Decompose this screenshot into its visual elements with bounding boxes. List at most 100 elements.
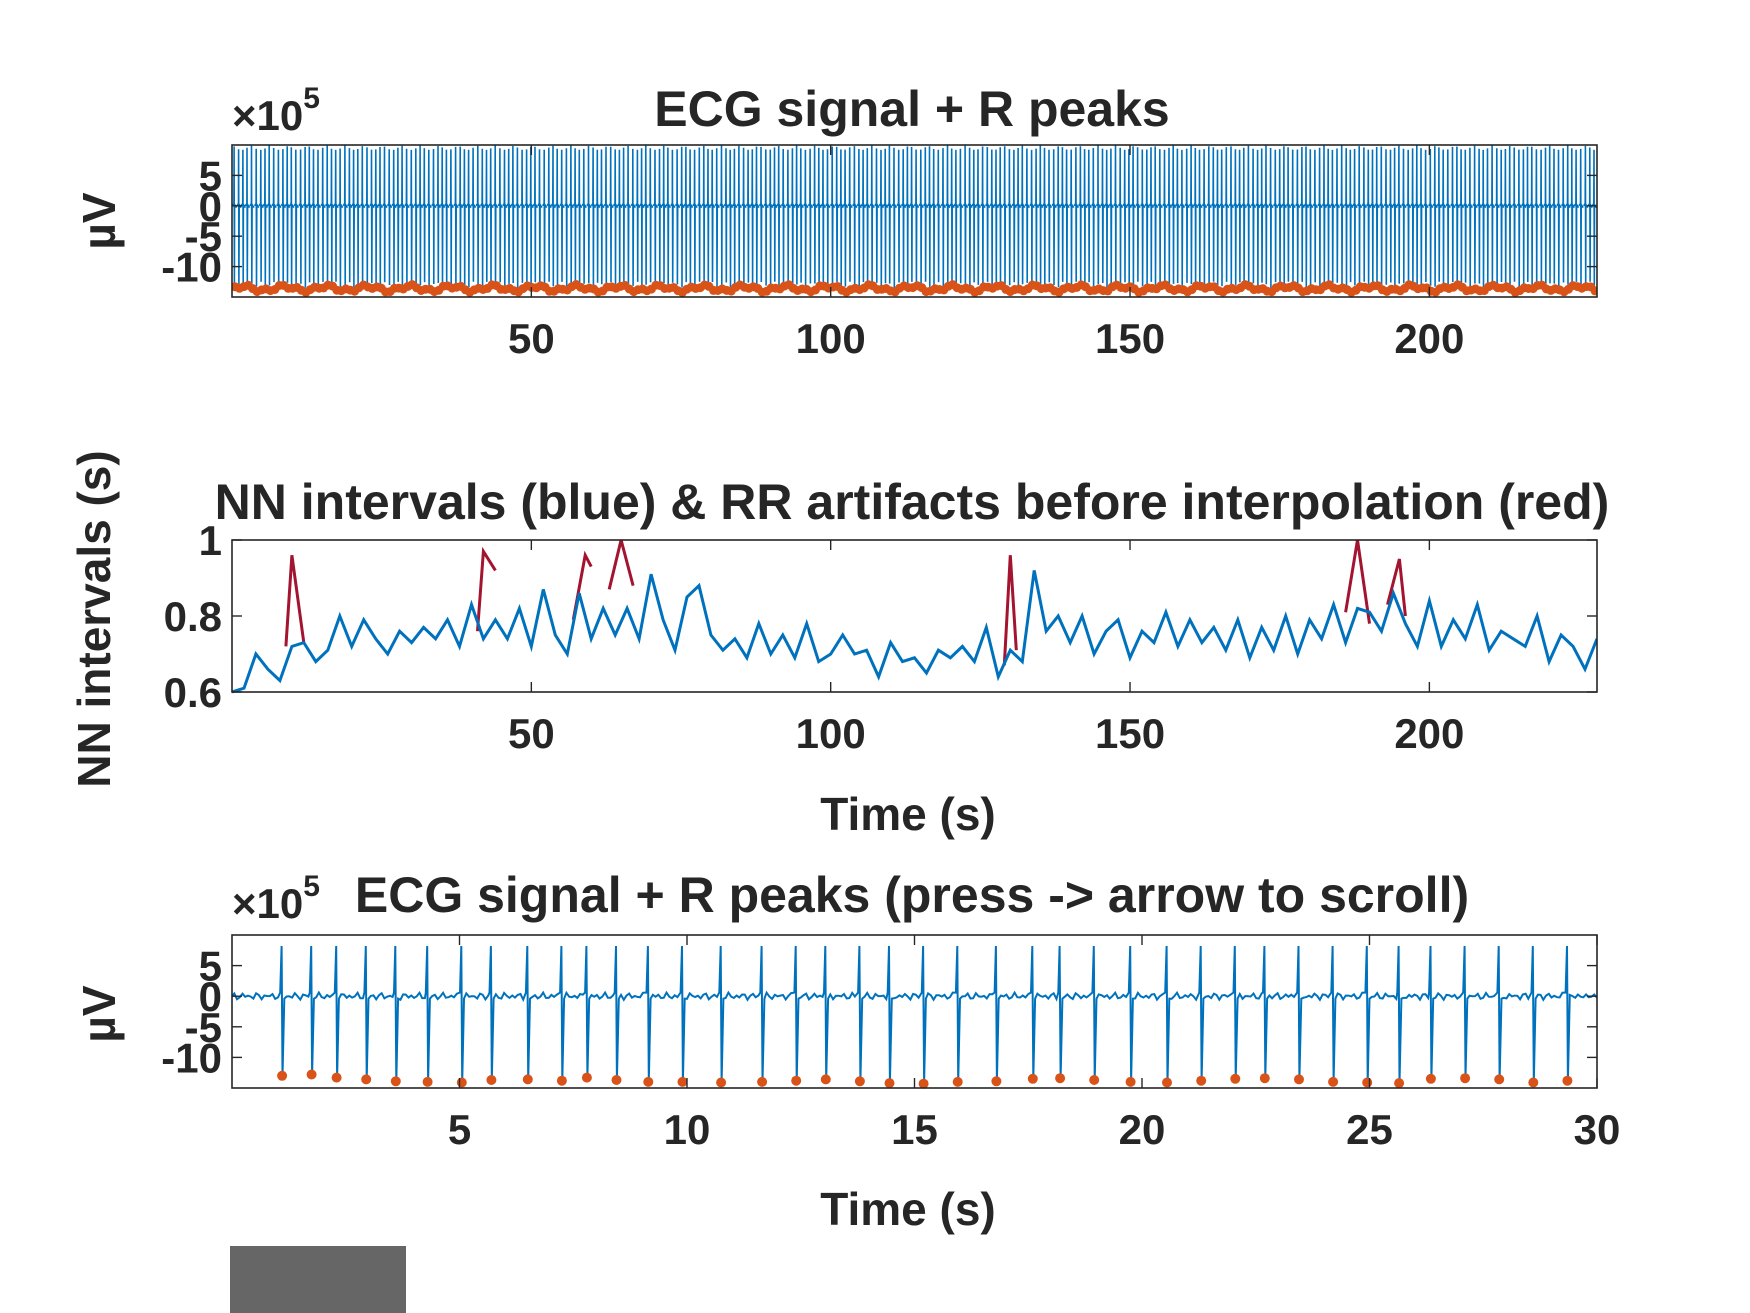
panel3-r-peak-marker (1230, 1073, 1241, 1084)
panel3-r-peak-marker (1125, 1076, 1136, 1087)
panel3-r-peak-marker (884, 1078, 895, 1089)
panel3-r-peak-marker (643, 1076, 654, 1087)
panel3-r-peak-marker (422, 1076, 433, 1087)
panel-ecg-scroll: ×105 ECG signal + R peaks (press -> arro… (73, 867, 1620, 1235)
panel3-r-peak-marker (1328, 1076, 1339, 1087)
panel2-xtick-label: 50 (508, 710, 555, 757)
panel1-ytick-label: 5 (199, 152, 222, 199)
panel3-r-peak-marker (306, 1069, 317, 1080)
panel1-ecg-line (232, 144, 1597, 288)
panel3-r-peak-marker (1460, 1073, 1471, 1084)
panel2-ytick-label: 1 (199, 517, 222, 564)
panel3-xtick-label: 10 (664, 1106, 711, 1153)
panel3-r-peak-marker (1394, 1078, 1405, 1089)
panel3-r-peak-marker (390, 1076, 401, 1087)
panel2-ytick-label: 0.6 (164, 669, 222, 716)
panel3-r-peak-marker (1089, 1075, 1100, 1085)
panel3-exponent-power: 5 (303, 870, 320, 903)
panel1-xtick-label: 50 (508, 315, 555, 362)
panel3-r-peak-marker (1259, 1073, 1270, 1084)
panel1-xtick-label: 100 (796, 315, 866, 362)
panel3-ytick-label: 0 (199, 973, 222, 1020)
panel3-xtick-label: 15 (891, 1106, 938, 1153)
panel3-r-peak-marker (1494, 1074, 1505, 1085)
panel1-axes-box (231, 144, 1598, 298)
panel3-r-peak-marker (854, 1076, 865, 1087)
panel2-ytick-label: 0.8 (164, 593, 222, 640)
panel3-r-peak-marker (1055, 1073, 1066, 1084)
panel1-r-peak-marker (1590, 286, 1597, 296)
panel1-exponent-power: 5 (303, 82, 320, 115)
panel3-r-peak-marker (611, 1075, 622, 1085)
panel2-nn-line (232, 570, 1597, 694)
panel1-title: ECG signal + R peaks (654, 81, 1169, 137)
panel3-r-peak-marker (791, 1075, 802, 1086)
panel2-plot-area: 50 100 150 200 0.6 0.8 1 (164, 517, 1598, 757)
panel3-r-peak-marker (991, 1076, 1002, 1087)
panel3-r-peak-marker (1162, 1077, 1172, 1088)
panel2-xtick-label: 200 (1394, 710, 1464, 757)
panel1-exponent: ×105 (232, 82, 320, 139)
panel3-r-peak-marker (361, 1074, 372, 1085)
panel1-ytick-label: -5 (185, 213, 222, 260)
panel3-xtick-label: 20 (1119, 1106, 1166, 1153)
panel1-xtick-label: 200 (1394, 315, 1464, 362)
panel3-exponent: ×105 (232, 870, 320, 927)
panel3-r-peak-marker (331, 1072, 342, 1083)
panel1-xtick-label: 150 (1095, 315, 1165, 362)
panel3-ytick-label: 5 (199, 943, 222, 990)
panel3-ytick-label: -5 (185, 1004, 222, 1051)
panel3-data (232, 945, 1597, 1089)
panel3-r-peak-marker (486, 1075, 497, 1085)
panel3-r-peak-marker (820, 1074, 831, 1085)
panel2-rr-artifact-0 (284, 554, 306, 647)
panel1-exponent-base: ×10 (232, 92, 303, 139)
panel1-ytick-label: -10 (161, 244, 222, 291)
panel3-r-peak-marker (1562, 1075, 1573, 1086)
panel3-r-peak-marker (456, 1077, 467, 1088)
panel2-title: NN intervals (blue) & RR artifacts befor… (215, 474, 1610, 530)
panel2-ylabel: NN intervals (s) (68, 450, 120, 787)
panel3-r-peak-marker (1196, 1075, 1207, 1086)
panel-ecg-overview: ECG signal + R peaks ×105 µV 50 100 150 200… (73, 81, 1598, 362)
panel-nn-intervals: NN intervals (blue) & RR artifacts befor… (68, 450, 1609, 840)
panel1-ytick-label: 0 (199, 183, 222, 230)
panel3-exponent-base: ×10 (232, 880, 303, 927)
panel2-rr-artifact-6 (1386, 558, 1407, 617)
scroll-slider-thumb[interactable] (230, 1246, 406, 1313)
panel3-r-peak-marker (677, 1076, 688, 1087)
panel1-ylabel: µV (73, 192, 125, 250)
panel2-rr-artifact-1 (476, 546, 497, 632)
panel3-r-peak-marker (1528, 1077, 1539, 1088)
panel2-axes-box (231, 539, 1598, 693)
panel2-rr-artifact-3 (607, 539, 635, 590)
panel3-axes-box (231, 934, 1598, 1089)
panel3-xtick-label: 30 (1574, 1106, 1621, 1153)
panel3-xlabel: Time (s) (820, 1183, 996, 1235)
panel2-xlabel: Time (s) (820, 788, 996, 840)
panel3-r-peak-marker (757, 1076, 768, 1087)
panel3-xtick-label: 5 (448, 1106, 471, 1153)
panel3-title: ECG signal + R peaks (press -> arrow to … (355, 867, 1469, 923)
panel2-xtick-label: 150 (1095, 710, 1165, 757)
panel3-r-peak-marker (716, 1077, 727, 1088)
panel2-rr-artifact-4 (1002, 555, 1018, 666)
panel2-data (232, 539, 1597, 694)
panel1-data (232, 144, 1597, 297)
panel3-r-peak-marker (1425, 1073, 1436, 1084)
panel3-ylabel: µV (73, 985, 125, 1043)
panel3-r-peak-marker (918, 1078, 929, 1089)
panel3-r-peak-marker (522, 1074, 533, 1085)
panel3-r-peak-marker (556, 1075, 567, 1086)
panel2-xtick-label: 100 (796, 710, 866, 757)
panel3-ecg-line (232, 945, 1597, 1084)
panel3-ytick-label: -10 (161, 1034, 222, 1081)
panel3-xtick-label: 25 (1346, 1106, 1393, 1153)
panel3-r-peak-marker (1027, 1073, 1038, 1084)
panel3-r-peak-marker (952, 1076, 963, 1087)
panel3-r-peak-marker (277, 1070, 288, 1081)
panel3-r-peak-marker (581, 1072, 592, 1083)
panel3-r-peak-marker (1294, 1074, 1304, 1085)
